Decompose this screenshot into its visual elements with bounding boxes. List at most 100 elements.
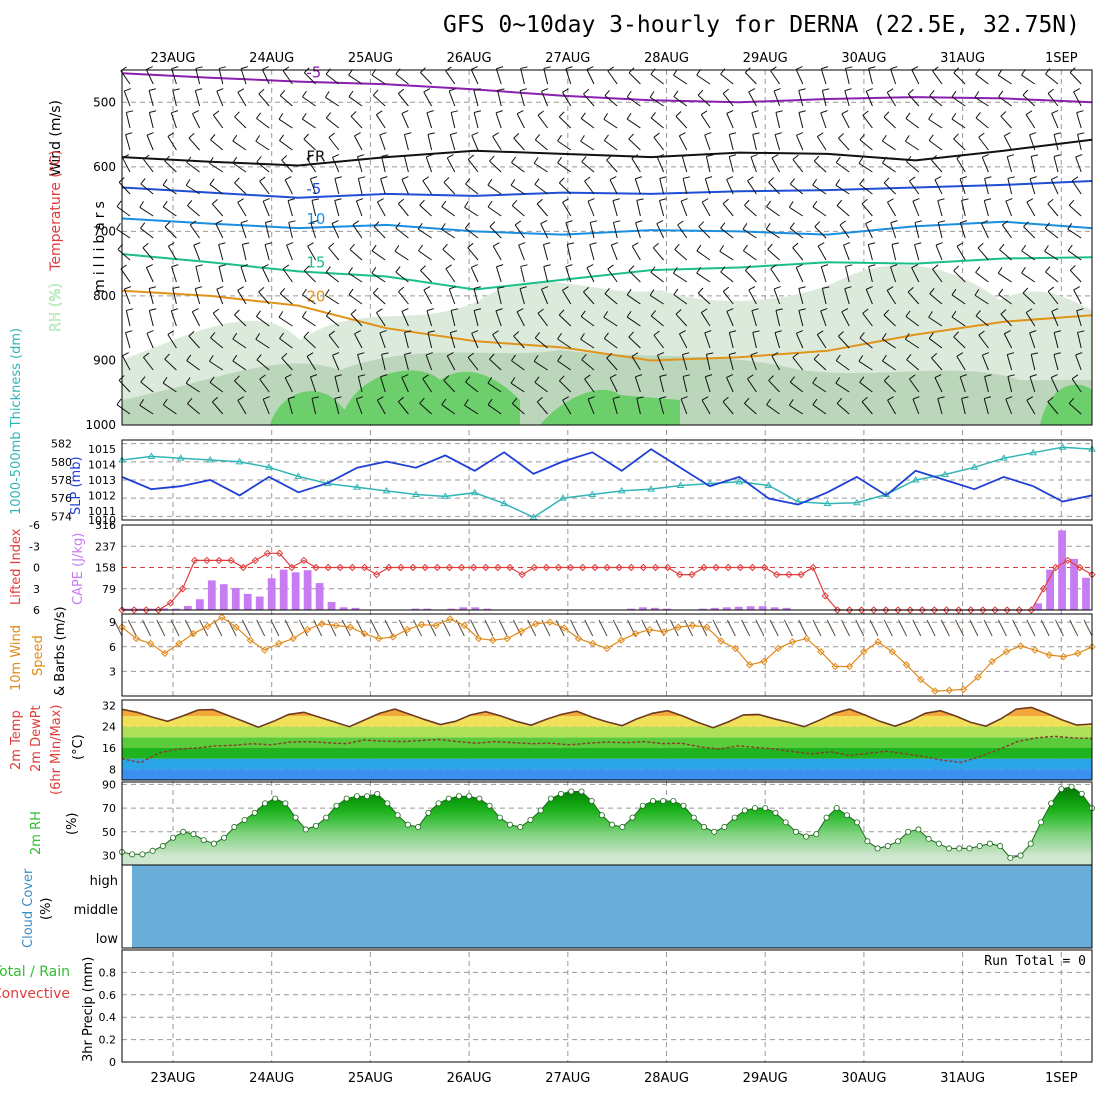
wind-barb-flag	[242, 242, 250, 245]
wind-barb	[465, 381, 479, 393]
wind-barb-flag	[234, 375, 240, 382]
li-marker	[688, 570, 696, 579]
wind-barb-flag	[465, 376, 471, 383]
wind-barb-flag	[982, 154, 989, 158]
wind-barb	[234, 182, 247, 195]
wind-barb-flag	[883, 177, 890, 184]
wind-barb	[841, 311, 850, 327]
wind-barb	[835, 360, 850, 371]
li-tick: 0	[33, 562, 40, 575]
surface-wind-barb	[413, 619, 423, 637]
wind-speed-marker	[560, 624, 568, 632]
cape-bar	[327, 601, 336, 610]
wind-barb-flag	[868, 242, 876, 246]
wind-barb	[636, 200, 641, 217]
wind-barb	[765, 228, 780, 239]
wind-barb-flag	[812, 377, 818, 384]
li-marker	[506, 563, 514, 572]
wind-barb-flag	[262, 66, 269, 71]
wind-barb	[218, 68, 224, 85]
wind-barb-flag	[357, 352, 365, 356]
wind-barb-flag	[379, 132, 387, 136]
wind-barb-flag	[726, 110, 734, 114]
rh-marker	[946, 845, 953, 852]
wind-barb-flag	[706, 352, 714, 355]
wind-barb-flag	[1053, 154, 1061, 157]
wind-barb	[557, 140, 572, 151]
wind-barb-flag	[792, 352, 799, 358]
wind-barb	[612, 398, 618, 415]
wind-barb	[678, 135, 688, 151]
rh-marker	[956, 845, 963, 852]
wind-barb-flag	[334, 374, 342, 377]
wind-barb	[701, 399, 711, 415]
thickness-marker	[529, 513, 538, 520]
wind-barb-flag	[208, 157, 214, 164]
ylabel-li: Lifted Index	[9, 528, 24, 605]
wind-barb-flag	[349, 243, 355, 250]
surface-wind-barb	[712, 619, 722, 637]
wind-barb	[983, 398, 989, 415]
wind-barb-flag	[377, 396, 384, 401]
wind-barb	[681, 156, 688, 173]
wind-barb-flag	[495, 110, 503, 114]
wind-barb-flag	[398, 88, 405, 94]
wind-barb-flag	[682, 352, 690, 356]
wind-barb-flag	[821, 264, 829, 268]
li-marker	[954, 606, 963, 614]
wind-barb	[541, 289, 549, 305]
wind-barb-flag	[751, 308, 759, 312]
wind-barb	[427, 134, 433, 151]
temp-line	[121, 706, 1093, 729]
surface-wind-barb	[555, 619, 565, 637]
wind-barb	[513, 335, 525, 349]
wind-barb-flag	[841, 308, 849, 313]
wind-barb-flag	[628, 265, 635, 272]
rh-marker	[425, 809, 432, 816]
rh-marker	[333, 802, 340, 809]
wind-barb-flag	[426, 308, 434, 312]
wind-barb	[768, 182, 780, 195]
wind-barb-flag	[464, 399, 469, 406]
wind-barb-flag	[798, 286, 806, 289]
wind-barb-flag	[770, 264, 777, 270]
wind-barb-flag	[398, 286, 405, 292]
wind-barb	[449, 134, 456, 151]
wind-barb	[604, 140, 618, 151]
rh-marker	[282, 800, 289, 807]
wind-barb-flag	[473, 308, 482, 311]
wind-barb-flag	[328, 132, 335, 138]
li-marker	[712, 563, 720, 572]
wind-barb	[279, 95, 293, 107]
wind-barb-flag	[887, 396, 894, 401]
wind-barb	[376, 312, 386, 327]
surface-wind-barb	[1083, 619, 1093, 637]
wind-barb-flag	[659, 176, 667, 179]
wind-barb-flag	[722, 396, 729, 403]
wind-barb	[232, 140, 247, 151]
wind-barb-flag	[729, 330, 737, 333]
wind-barb	[865, 289, 873, 305]
wind-barb	[237, 202, 247, 217]
wind-barb-flag	[1003, 132, 1011, 137]
wind-barb-flag	[722, 198, 729, 204]
wind-barb	[728, 332, 734, 349]
wind-barb	[745, 270, 757, 283]
wind-barb-flag	[567, 242, 575, 245]
cloud-level-label: high	[90, 874, 118, 889]
date-label-bottom: 24AUG	[249, 1071, 294, 1086]
wind-barb	[774, 332, 781, 349]
wind-barb	[125, 134, 131, 151]
wind-barb	[744, 403, 757, 415]
wind-barb-flag	[279, 134, 285, 141]
wind-barb-flag	[256, 156, 262, 163]
wind-barb-flag	[683, 176, 691, 179]
wind-barb	[281, 357, 293, 371]
wind-barb-flag	[149, 110, 157, 113]
wind-barb	[606, 159, 618, 173]
wind-barb-flag	[218, 66, 226, 69]
wind-barb	[696, 74, 711, 85]
wind-barb	[403, 156, 409, 173]
wind-barb-flag	[726, 374, 734, 378]
